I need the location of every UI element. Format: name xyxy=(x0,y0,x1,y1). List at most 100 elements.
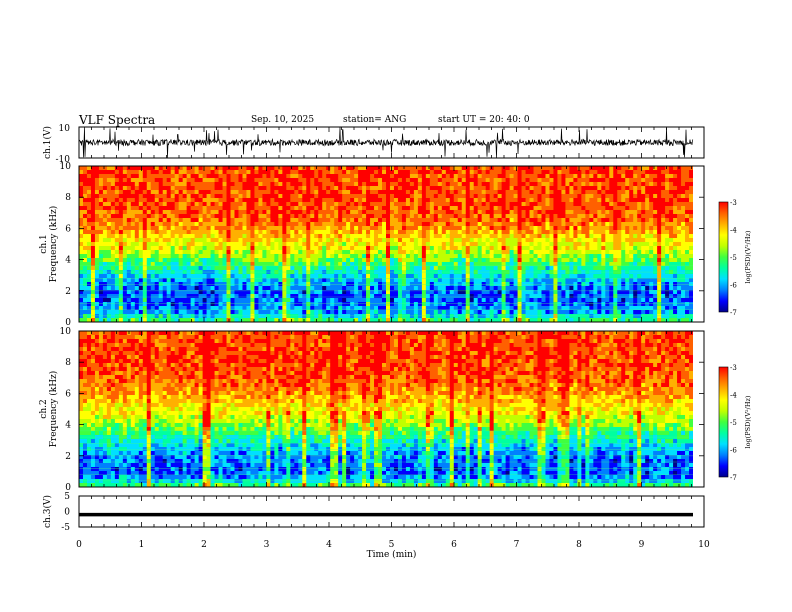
spectrogram-cell xyxy=(517,258,523,263)
spectrogram-cell xyxy=(374,206,379,211)
spectrogram-cell xyxy=(230,214,235,219)
spectrogram-cell xyxy=(210,166,216,171)
spectrogram-cell xyxy=(134,262,140,267)
spectrogram-cell xyxy=(573,170,578,175)
spectrogram-cell xyxy=(565,226,570,231)
spectrogram-cell xyxy=(194,242,200,247)
spectrogram-cell xyxy=(366,238,371,243)
spectrogram-cell xyxy=(362,170,367,175)
spectrogram-cell xyxy=(370,194,375,199)
spectrogram-cell xyxy=(98,178,104,183)
spectrogram-cell xyxy=(218,290,224,295)
spectrogram-cell xyxy=(429,178,435,183)
spectrogram-cell xyxy=(310,178,315,183)
spectrogram-cell xyxy=(509,226,515,231)
spectrogram-cell xyxy=(569,274,574,279)
spectrogram-cell xyxy=(437,278,443,283)
spectrogram-cell xyxy=(374,210,379,215)
spectrogram-cell xyxy=(525,218,531,223)
spectrogram-cell xyxy=(106,218,112,223)
spectrogram-cell xyxy=(633,250,638,255)
spectrogram-cell xyxy=(417,262,423,267)
spectrogram-cell xyxy=(685,186,690,191)
spectrogram-cell xyxy=(274,234,279,239)
spectrogram-cell xyxy=(397,170,403,175)
spectrogram-cell xyxy=(529,190,535,195)
spectrogram-cell xyxy=(437,190,443,195)
spectrogram-cell xyxy=(521,202,527,207)
spectrogram-cell xyxy=(421,190,427,195)
spectrogram-cell xyxy=(322,274,327,279)
spectrogram-cell xyxy=(270,230,275,235)
spectrogram-cell xyxy=(437,290,443,295)
spectrogram-cell xyxy=(469,250,475,255)
spectrogram-cell xyxy=(589,222,594,227)
spectrogram-cell xyxy=(585,218,590,223)
spectrogram-cell xyxy=(234,226,239,231)
spectrogram-cell xyxy=(509,178,515,183)
spectrogram-cell xyxy=(166,182,172,187)
spectrogram-cell xyxy=(389,186,395,191)
spectrogram-cell xyxy=(354,166,359,171)
spectrogram-cell xyxy=(150,250,156,255)
spectrogram-cell xyxy=(673,238,678,243)
spectrogram-cell xyxy=(246,286,251,291)
spectrogram-cell xyxy=(158,250,164,255)
spectrogram-cell xyxy=(609,282,614,287)
spectrogram-cell xyxy=(314,238,319,243)
spectrogram-cell xyxy=(617,222,622,227)
spectrogram-cell xyxy=(350,222,355,227)
spectrogram-cell xyxy=(545,282,550,287)
spectrogram-cell xyxy=(198,226,204,231)
spectrogram-cell xyxy=(210,190,216,195)
spectrogram-cell xyxy=(621,246,626,251)
spectrogram-cell xyxy=(162,190,168,195)
spectrogram-cell xyxy=(665,174,670,179)
spectrogram-cell xyxy=(322,266,327,271)
spectrogram-cell xyxy=(501,278,507,283)
spectrogram-cell xyxy=(130,182,136,187)
spectrogram-cell xyxy=(286,278,291,283)
spectrogram-cell xyxy=(545,234,550,239)
spectrogram-cell xyxy=(669,286,674,291)
spectrogram-cell xyxy=(210,246,216,251)
spectrogram-cell xyxy=(114,246,120,251)
spectrogram-cell xyxy=(162,234,168,239)
spectrogram-cell xyxy=(222,170,228,175)
spectrogram-cell xyxy=(569,218,574,223)
spectrogram-cell xyxy=(382,282,387,287)
spectrogram-cell xyxy=(186,214,192,219)
spectrogram-cell xyxy=(681,286,686,291)
spectrogram-cell xyxy=(330,254,335,259)
spectrogram-cell xyxy=(234,174,239,179)
spectrogram-cell xyxy=(126,230,132,235)
spectrogram-cell xyxy=(417,282,423,287)
spectrogram-cell xyxy=(389,170,395,175)
spectrogram-cell xyxy=(79,210,84,215)
spectrogram-cell xyxy=(409,194,415,199)
spectrogram-cell xyxy=(162,282,168,287)
spectrogram-cell xyxy=(625,242,630,247)
spectrogram-cell xyxy=(409,234,415,239)
spectrogram-cell xyxy=(485,166,491,171)
spectrogram-cell xyxy=(114,282,120,287)
spectrogram-cell xyxy=(90,166,96,171)
spectrogram-cell xyxy=(629,254,634,259)
spectrogram-cell xyxy=(457,258,463,263)
spectrogram-cell xyxy=(497,290,503,295)
spectrogram-cell xyxy=(645,210,650,215)
spectrogram-cell xyxy=(302,202,307,207)
spectrogram-cell xyxy=(669,226,674,231)
spectrogram-cell xyxy=(585,182,590,187)
spectrogram-cell xyxy=(214,254,220,259)
spectrogram-cell xyxy=(166,286,172,291)
spectrogram-cell xyxy=(350,282,355,287)
spectrogram-cell xyxy=(226,190,232,195)
spectrogram-cell xyxy=(326,250,331,255)
spectrogram-cell xyxy=(206,210,212,215)
spectrogram-cell xyxy=(537,206,542,211)
spectrogram-cell xyxy=(322,182,327,187)
spectrogram-cell xyxy=(254,218,259,223)
spectrogram-cell xyxy=(577,246,582,251)
spectrogram-cell xyxy=(505,186,511,191)
